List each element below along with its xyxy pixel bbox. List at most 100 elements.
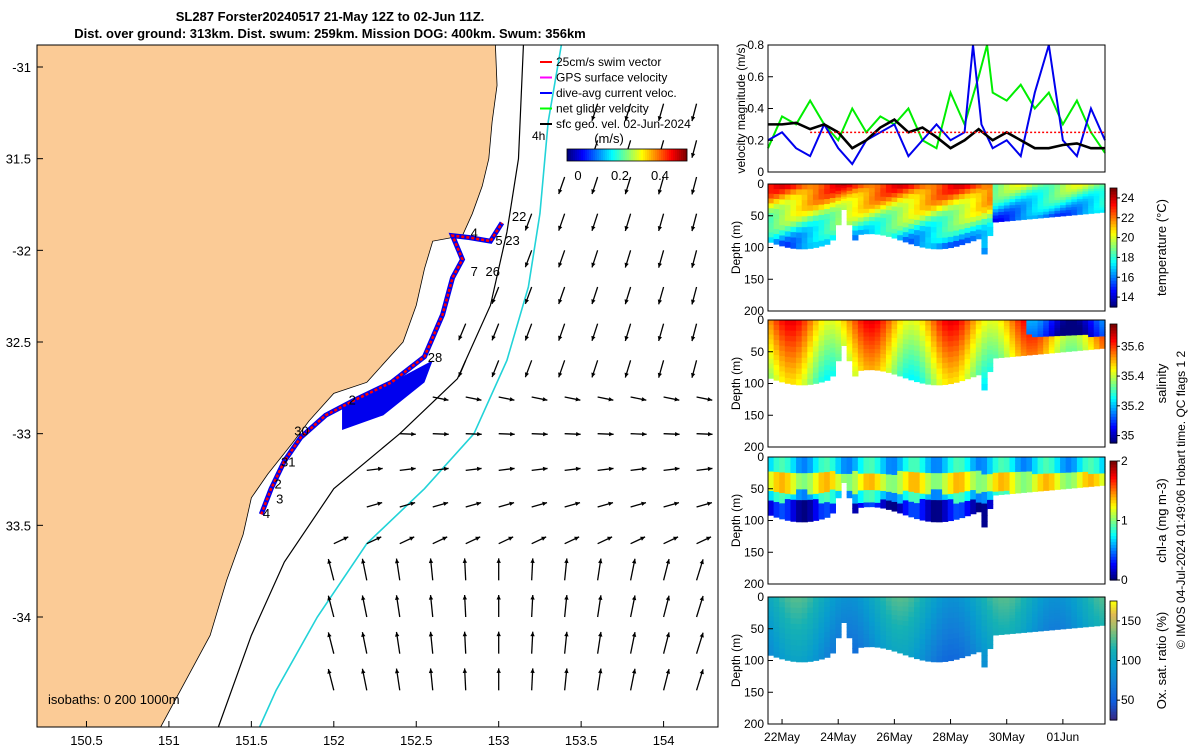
depth-section-cell: [936, 232, 943, 239]
depth-section-cell: [846, 214, 853, 219]
depth-section-cell: [852, 503, 859, 509]
depth-section-cell: [1031, 477, 1039, 481]
depth-section-cell: [874, 192, 881, 198]
depth-section-cell: [779, 472, 786, 479]
depth-section-cell: [818, 622, 825, 629]
depth-section-cell: [846, 607, 853, 612]
depth-section-cell: [857, 643, 865, 648]
depth-section-cell: [796, 210, 803, 217]
depth-section-cell: [885, 197, 893, 203]
depth-section-cell: [930, 194, 938, 201]
depth-section-cell: [1003, 615, 1011, 620]
map-colorbar-cell: [583, 149, 586, 161]
depth-section-cell: [902, 363, 910, 369]
depth-section-cell: [863, 613, 870, 619]
depth-section-cell: [824, 472, 831, 478]
depth-section-cell: [796, 352, 803, 359]
depth-section-cell: [947, 335, 954, 342]
depth-section-cell: [930, 623, 938, 630]
depth-section-cell: [1020, 611, 1027, 616]
depth-section-cell: [1043, 200, 1050, 205]
depth-section-cell: [1071, 343, 1078, 347]
depth-section-cell: [1009, 187, 1016, 191]
velocity-y-tick-label: 0.8: [747, 38, 764, 52]
depth-section-cell: [1031, 334, 1039, 338]
depth-section-cell: [981, 655, 988, 662]
depth-section-cell: [975, 642, 983, 648]
depth-section-cell: [768, 476, 775, 482]
depth-section-cell: [930, 189, 938, 196]
depth-section-cell: [947, 367, 954, 374]
map-colorbar-tick: 0.4: [651, 168, 669, 183]
depth-section-cell: [919, 514, 926, 521]
depth-section-cell: [835, 607, 842, 612]
depth-section-cell: [818, 204, 825, 211]
depth-section-cell: [1026, 480, 1033, 484]
depth-section-cell: [841, 188, 848, 191]
section-colorbar-cell: [1110, 490, 1117, 495]
depth-section-cell: [1054, 481, 1061, 485]
depth-section-cell: [1060, 459, 1067, 463]
depth-section-cell: [992, 625, 999, 630]
depth-section-cell: [852, 508, 859, 514]
depth-section-cell: [964, 329, 971, 336]
depth-section-cell: [919, 623, 926, 630]
depth-section-cell: [914, 325, 921, 331]
depth-section-cell: [863, 485, 870, 491]
depth-section-cell: [835, 613, 842, 618]
depth-section-cell: [1015, 204, 1022, 209]
depth-section-cell: [1031, 628, 1039, 632]
depth-section-cell: [846, 333, 853, 338]
depth-section-cell: [1054, 626, 1061, 630]
depth-section-cell: [779, 627, 786, 634]
depth-section-cell: [818, 240, 825, 247]
depth-section-cell: [846, 323, 853, 328]
velocity-y-tick-label: 0.6: [747, 70, 764, 84]
depth-section-cell: [970, 639, 977, 645]
depth-section-cell: [998, 326, 1005, 330]
depth-section-cell: [790, 200, 797, 206]
depth-section-cell: [846, 634, 853, 639]
depth-section-cell: [885, 465, 893, 471]
depth-section-cell: [1093, 611, 1100, 615]
map-colorbar-cell: [649, 149, 652, 161]
depth-section-cell: [1037, 325, 1044, 330]
depth-section-cell: [852, 466, 859, 472]
depth-section-cell: [958, 335, 966, 341]
depth-section-cell: [807, 650, 814, 657]
depth-section-cell: [897, 643, 904, 649]
depth-section-cell: [863, 348, 870, 354]
depth-section-cell: [925, 373, 932, 380]
depth-section-cell: [970, 198, 977, 204]
depth-section-cell: [796, 216, 803, 223]
depth-section-cell: [953, 482, 960, 489]
depth-section-cell: [773, 472, 780, 478]
depth-section-cell: [1003, 199, 1011, 204]
section-colorbar-cell: [1110, 562, 1117, 566]
section-colorbar-cell: [1110, 232, 1117, 237]
depth-section-cell: [1015, 605, 1022, 610]
depth-section-cell: [779, 240, 786, 247]
depth-section-cell: [779, 361, 786, 367]
depth-section-cell: [801, 221, 808, 228]
depth-section-cell: [919, 612, 926, 619]
velocity-arrowhead: [509, 466, 515, 472]
depth-section-cell: [891, 355, 898, 362]
depth-section-cell: [829, 188, 836, 194]
depth-section-cell: [930, 184, 938, 190]
depth-section-cell: [897, 333, 904, 340]
depth-section-cell: [936, 237, 943, 244]
depth-section-cell: [958, 184, 966, 190]
velocity-arrowhead: [475, 536, 481, 541]
depth-section-cell: [953, 225, 960, 232]
depth-section-cell: [908, 636, 915, 643]
section-colorbar-tick-label: 14: [1121, 290, 1135, 304]
depth-section-cell: [1015, 483, 1022, 488]
map-colorbar-cell: [623, 149, 626, 161]
depth-section-cell: [964, 597, 971, 603]
depth-section-cell: [970, 207, 977, 213]
velocity-arrowhead: [564, 668, 569, 674]
depth-section-cell: [801, 184, 808, 190]
depth-section-cell: [863, 208, 870, 214]
